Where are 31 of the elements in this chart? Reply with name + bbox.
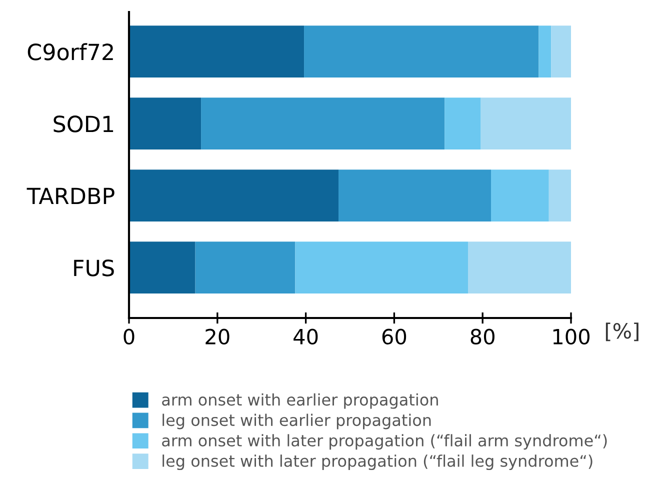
bar bbox=[304, 26, 539, 78]
bar bbox=[444, 98, 481, 150]
bar bbox=[338, 170, 491, 222]
bar bbox=[548, 170, 571, 222]
bar bbox=[551, 26, 571, 78]
y-tick-label: FUS bbox=[74, 260, 114, 276]
y-tick-label: TARDBP bbox=[26, 188, 114, 204]
x-tick-label: 40 bbox=[294, 328, 318, 345]
x-tick-label: 20 bbox=[206, 328, 230, 345]
legend-label: leg onset with later propagation (“flail leg syndrome“) bbox=[162, 454, 592, 470]
x-tick-label: 0 bbox=[124, 328, 134, 345]
legend-label: leg onset with earlier propagation bbox=[162, 414, 431, 430]
x-tick-label: 80 bbox=[470, 328, 494, 345]
y-tick-label: SOD1 bbox=[54, 116, 114, 132]
bar bbox=[201, 98, 445, 150]
legend-label: arm onset with earlier propagation bbox=[162, 393, 438, 409]
bar bbox=[480, 98, 571, 150]
x-tick-label: 60 bbox=[382, 328, 406, 345]
x-tick-label: 100 bbox=[553, 328, 590, 345]
x-axis-title: [%] bbox=[606, 322, 638, 342]
bar bbox=[295, 242, 468, 294]
y-tick-label: C9orf72 bbox=[28, 43, 113, 60]
bar bbox=[129, 170, 339, 222]
bar bbox=[129, 98, 202, 150]
bar bbox=[491, 170, 549, 222]
bar bbox=[538, 26, 552, 78]
bar bbox=[129, 242, 196, 294]
bar bbox=[468, 242, 571, 294]
bar bbox=[129, 26, 304, 78]
bar bbox=[195, 242, 296, 294]
legend-label: arm onset with later propagation (“flail arm syndrome“) bbox=[162, 434, 607, 450]
